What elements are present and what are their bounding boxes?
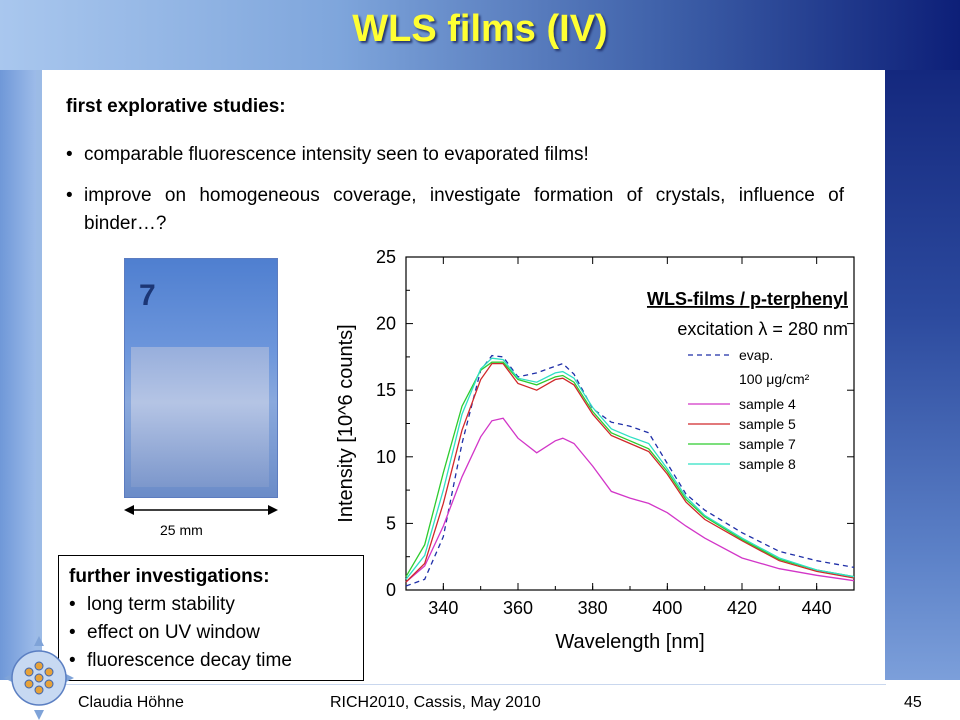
footer-author: Claudia Höhne [78, 694, 184, 711]
bullet-dot: • [69, 594, 76, 615]
intro-heading: first explorative studies: [66, 96, 286, 117]
legend-label: sample 8 [739, 456, 796, 472]
footer-background [0, 680, 960, 720]
legend-label: sample 7 [739, 436, 796, 452]
legend-label: sample 5 [739, 416, 796, 432]
series-line-sample-7 [405, 361, 855, 578]
investigations-box: further investigations: • long term stab… [58, 555, 364, 681]
legend-label: evap. [739, 347, 773, 363]
investigation-item-text: effect on UV window [87, 622, 260, 643]
right-sidebar-background [885, 70, 960, 680]
bullet-dot: • [69, 650, 76, 671]
x-tick-label: 440 [802, 598, 832, 618]
intro-bullet-text: comparable fluorescence intensity seen t… [84, 144, 589, 165]
x-tick-label: 360 [503, 598, 533, 618]
logo-icon [4, 636, 74, 720]
x-tick-label: 340 [428, 598, 458, 618]
y-tick-label: 20 [376, 314, 396, 334]
annotation-excitation: excitation λ = 280 nm [677, 319, 848, 339]
investigation-item-text: long term stability [87, 594, 235, 615]
left-accent-line [36, 70, 42, 680]
investigations-heading: further investigations: [69, 566, 270, 587]
x-tick-label: 400 [652, 598, 682, 618]
x-tick-label: 420 [727, 598, 757, 618]
y-tick-label: 15 [376, 380, 396, 400]
y-tick-label: 10 [376, 447, 396, 467]
page-number: 45 [904, 694, 922, 711]
x-tick-label: 380 [578, 598, 608, 618]
investigation-item-text: fluorescence decay time [87, 650, 292, 671]
y-tick-label: 25 [376, 247, 396, 267]
sample-photo: 7 [124, 258, 278, 498]
left-sidebar-background [0, 70, 36, 680]
bullet-dot: • [66, 185, 73, 206]
y-axis-label: Intensity [10^6 counts] [335, 324, 357, 522]
legend-subtitle: 100 μg/cm² [739, 371, 810, 387]
bullet-dot: • [66, 144, 73, 165]
series-line-sample-8 [405, 357, 855, 580]
title-bar-background [0, 0, 960, 70]
scale-arrow [124, 505, 278, 515]
footer-conference: RICH2010, Cassis, May 2010 [330, 694, 541, 711]
scale-label: 25 mm [160, 522, 203, 538]
fluorescence-chart: 340 360 380 400 420 440 0 5 10 15 20 25 Wavelength [… [335, 247, 855, 653]
sample-mark: 7 [139, 279, 156, 312]
bullet-dot: • [69, 622, 76, 643]
y-tick-label: 5 [386, 513, 396, 533]
legend-label: sample 4 [739, 396, 796, 412]
x-axis-label: Wavelength [nm] [555, 631, 704, 653]
series-line-sample-5 [405, 362, 855, 583]
y-tick-label: 0 [386, 580, 396, 600]
film-coating [131, 347, 269, 487]
annotation-title: WLS-films / p-terphenyl [647, 289, 848, 309]
intro-bullet-text: improve on homogeneous coverage, investi… [84, 185, 844, 234]
footer-divider [36, 684, 886, 685]
series-line-sample-4 [405, 417, 855, 583]
slide-title: WLS films (IV) [352, 8, 608, 50]
